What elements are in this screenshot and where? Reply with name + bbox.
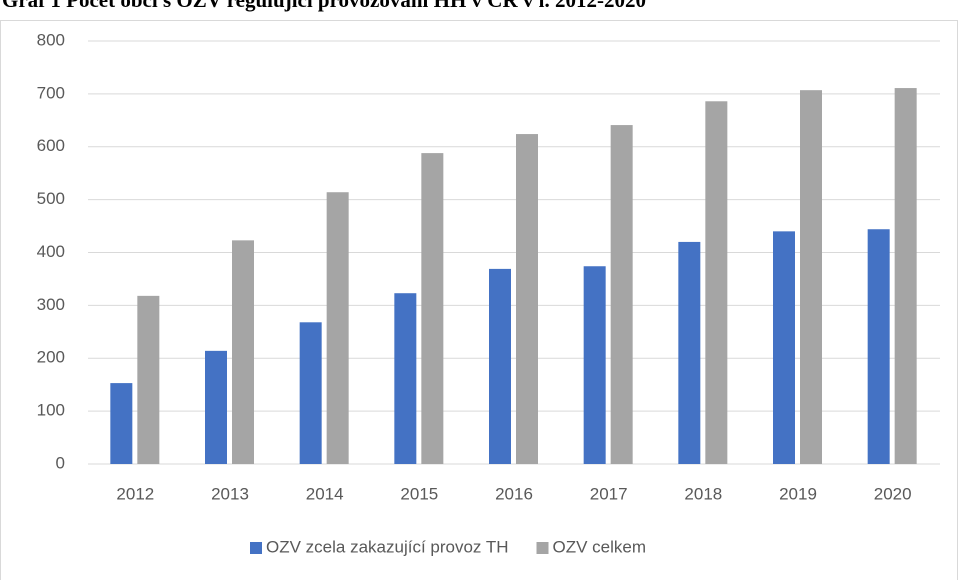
chart-title: Graf 1 Počet obcí s OZV regulující provo… [2, 0, 646, 12]
bar [773, 231, 795, 464]
bar [867, 229, 890, 464]
y-tick-label: 800 [37, 30, 65, 49]
bar [610, 125, 633, 464]
y-tick-label: 100 [37, 401, 65, 420]
y-tick-label: 500 [37, 189, 65, 208]
legend-swatch [250, 542, 262, 554]
bar [800, 90, 822, 464]
x-tick-label: 2013 [211, 484, 249, 503]
x-tick-label: 2016 [495, 484, 533, 503]
bar [705, 101, 728, 464]
bar [205, 350, 227, 464]
x-tick-label: 2019 [779, 484, 817, 503]
y-tick-label: 700 [37, 83, 65, 102]
legend-label: OZV zcela zakazující provoz TH [266, 537, 509, 556]
legend-label: OZV celkem [553, 537, 647, 556]
bar [489, 268, 511, 464]
y-tick-label: 400 [37, 242, 65, 261]
x-tick-label: 2014 [306, 484, 344, 503]
bar [299, 322, 322, 464]
x-tick-label: 2015 [400, 484, 438, 503]
bar [516, 134, 538, 464]
bar [583, 266, 606, 464]
chart-frame [0, 20, 958, 580]
bar [421, 153, 444, 464]
bar [110, 383, 133, 464]
bar [678, 241, 701, 464]
bar [137, 295, 160, 464]
y-tick-label: 300 [37, 295, 65, 314]
x-tick-label: 2018 [684, 484, 722, 503]
bar [894, 88, 917, 464]
bar [394, 293, 417, 464]
bar [326, 192, 349, 464]
x-tick-label: 2012 [116, 484, 154, 503]
x-tick-label: 2017 [590, 484, 628, 503]
bar [232, 240, 254, 464]
y-tick-label: 600 [37, 136, 65, 155]
y-tick-label: 200 [37, 348, 65, 367]
y-tick-label: 0 [56, 453, 65, 472]
x-tick-label: 2020 [874, 484, 912, 503]
legend-swatch [536, 542, 549, 554]
